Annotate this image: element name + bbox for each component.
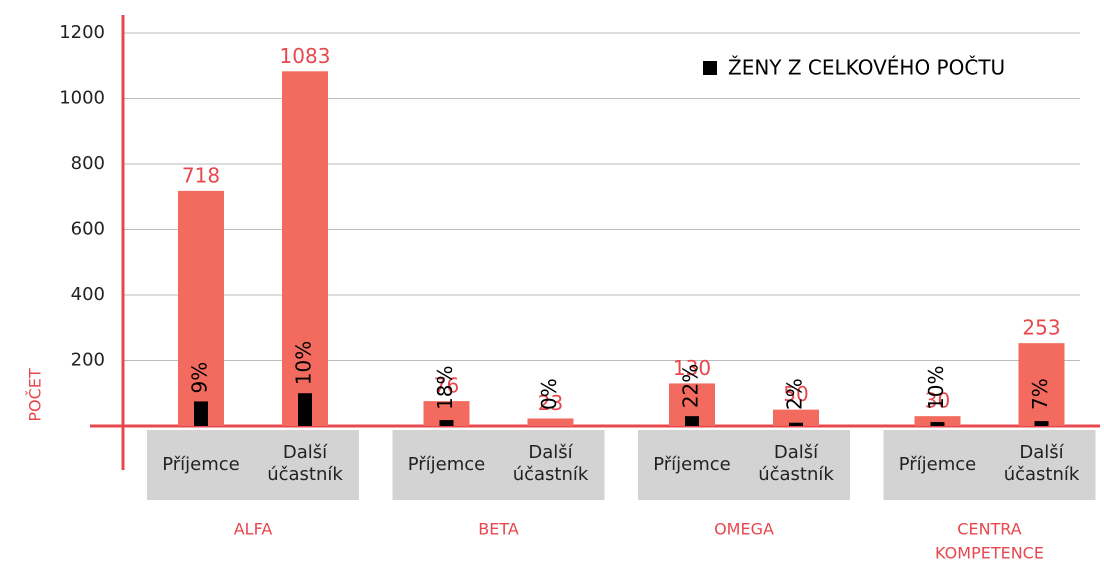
share-label: 0%	[537, 378, 561, 410]
y-axis-label: POČET	[26, 368, 45, 422]
category-box	[392, 430, 605, 500]
y-tick-label: 600	[71, 219, 105, 240]
share-label: 18%	[433, 366, 457, 410]
legend-label: ŽENY Z CELKOVÉHO POČTU	[728, 56, 1005, 80]
value-label: 76	[434, 374, 459, 398]
value-label: 50	[783, 382, 808, 406]
y-tick-label: 1200	[59, 22, 105, 43]
bar	[1018, 343, 1065, 426]
women-bar	[685, 416, 699, 426]
group-label: BETA	[478, 520, 519, 539]
women-bar	[789, 422, 803, 426]
group-label: OMEGA	[714, 520, 774, 539]
bar	[773, 409, 819, 426]
x-tick-label: účastník	[513, 464, 589, 485]
value-label: 253	[1022, 316, 1060, 340]
category-box	[883, 430, 1096, 500]
x-tick-label: Příjemce	[899, 454, 977, 475]
share-label: 10%	[292, 341, 316, 385]
bar	[178, 190, 224, 426]
x-tick-label: Další	[1019, 442, 1064, 463]
group-label: ALFA	[234, 520, 273, 539]
category-box	[147, 430, 359, 500]
value-label: 130	[673, 356, 711, 380]
x-tick-label: Příjemce	[408, 454, 486, 475]
value-label: 718	[182, 163, 220, 187]
y-tick-label: 1000	[59, 88, 105, 109]
category-box	[638, 430, 850, 500]
share-label: 7%	[1028, 378, 1052, 410]
women-bar	[930, 422, 945, 426]
bar	[282, 71, 328, 426]
y-tick-label: 400	[71, 284, 105, 305]
value-label: 30	[925, 389, 950, 413]
x-tick-label: Další	[528, 442, 573, 463]
value-label: 1083	[280, 44, 331, 68]
women-bar	[439, 420, 454, 426]
x-tick-label: účastník	[758, 464, 834, 485]
group-label: CENTRA	[957, 520, 1021, 539]
share-label: 9%	[188, 362, 212, 394]
x-tick-label: Příjemce	[653, 454, 731, 475]
x-tick-label: účastník	[1004, 464, 1080, 485]
legend-swatch	[703, 61, 717, 75]
x-tick-label: Další	[774, 442, 819, 463]
x-tick-label: Další	[283, 442, 328, 463]
y-tick-label: 800	[71, 153, 105, 174]
value-label: 23	[538, 391, 563, 415]
women-bar	[1034, 421, 1049, 426]
share-label: 10%	[924, 366, 948, 410]
bar	[527, 418, 574, 426]
women-bar	[194, 401, 208, 426]
y-tick-label: 200	[71, 350, 105, 371]
x-tick-label: Příjemce	[162, 454, 240, 475]
group-label: KOMPETENCE	[935, 544, 1044, 561]
women-bar	[298, 393, 312, 426]
share-label: 22%	[679, 364, 703, 408]
bar	[914, 416, 961, 426]
share-label: 2%	[783, 378, 807, 410]
x-tick-label: účastník	[267, 464, 343, 485]
